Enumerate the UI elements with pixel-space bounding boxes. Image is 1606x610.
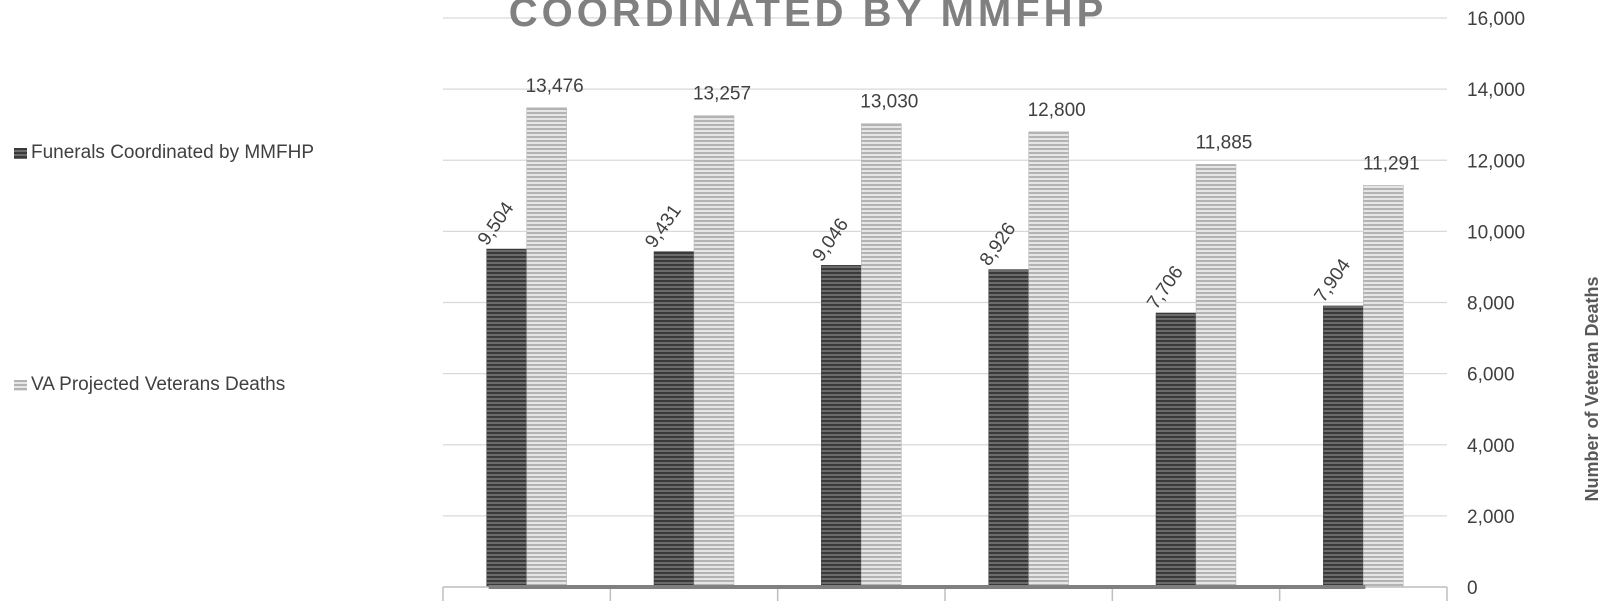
bar-va-projected bbox=[1195, 164, 1237, 588]
y-tick-label: 4,000 bbox=[1467, 436, 1515, 457]
data-label-funerals: 9,046 bbox=[809, 215, 853, 266]
y-tick-label: 10,000 bbox=[1467, 222, 1525, 243]
data-label-funerals: 9,504 bbox=[474, 198, 519, 249]
bar-va-projected bbox=[693, 115, 735, 588]
y-tick-label: 16,000 bbox=[1467, 9, 1525, 30]
bar-funerals bbox=[1155, 312, 1197, 588]
legend-item-funerals: Funerals Coordinated by MMFHP bbox=[14, 142, 314, 164]
data-label-funerals: 7,904 bbox=[1311, 255, 1356, 306]
legend-swatch-dark bbox=[14, 147, 27, 159]
bar-va-projected bbox=[526, 107, 567, 588]
legend-item-va-projected: VA Projected Veterans Deaths bbox=[14, 374, 285, 396]
bar-va-projected bbox=[1363, 185, 1404, 588]
legend-swatch-light bbox=[14, 379, 27, 391]
bar-funerals bbox=[821, 265, 862, 588]
data-label-funerals: 8,926 bbox=[976, 219, 1020, 270]
y-tick-label: 0 bbox=[1467, 578, 1478, 599]
chart-title: COORDINATED BY MMFHP bbox=[509, 0, 1108, 35]
data-label-va-projected: 13,257 bbox=[693, 84, 751, 105]
gridlines bbox=[443, 17, 1447, 588]
y-tick-label: 8,000 bbox=[1467, 294, 1515, 315]
bar-funerals bbox=[1323, 305, 1364, 588]
bar-funerals bbox=[653, 251, 695, 588]
data-label-va-projected: 12,800 bbox=[1028, 100, 1086, 121]
bar-va-projected bbox=[861, 123, 902, 588]
bar-funerals bbox=[988, 269, 1029, 588]
data-label-funerals: 7,706 bbox=[1143, 262, 1187, 313]
y-tick-label: 6,000 bbox=[1467, 365, 1515, 386]
data-label-va-projected: 13,476 bbox=[526, 76, 584, 97]
bars: 9,504 13,476 9,431 13,257 9,046 13,030 8,926 12… bbox=[474, 76, 1420, 588]
data-label-va-projected: 11,291 bbox=[1363, 153, 1420, 174]
y-tick-label: 12,000 bbox=[1467, 151, 1525, 172]
y-axis-label: Number of Veteran Deaths bbox=[1582, 276, 1602, 501]
legend-label-va-projected: VA Projected Veterans Deaths bbox=[31, 374, 286, 395]
data-label-va-projected: 13,030 bbox=[860, 92, 918, 113]
axes: 0 2,000 4,000 6,000 8,000 10,000 12,000 14,000 1… bbox=[442, 9, 1525, 601]
y-tick-label: 2,000 bbox=[1467, 507, 1515, 528]
data-label-funerals: 9,431 bbox=[641, 201, 685, 252]
bar-va-projected bbox=[1028, 131, 1069, 588]
bar-funerals bbox=[486, 248, 527, 588]
y-tick-label: 14,000 bbox=[1467, 80, 1525, 101]
legend-label-funerals: Funerals Coordinated by MMFHP bbox=[31, 142, 314, 163]
data-label-va-projected: 11,885 bbox=[1196, 132, 1253, 153]
